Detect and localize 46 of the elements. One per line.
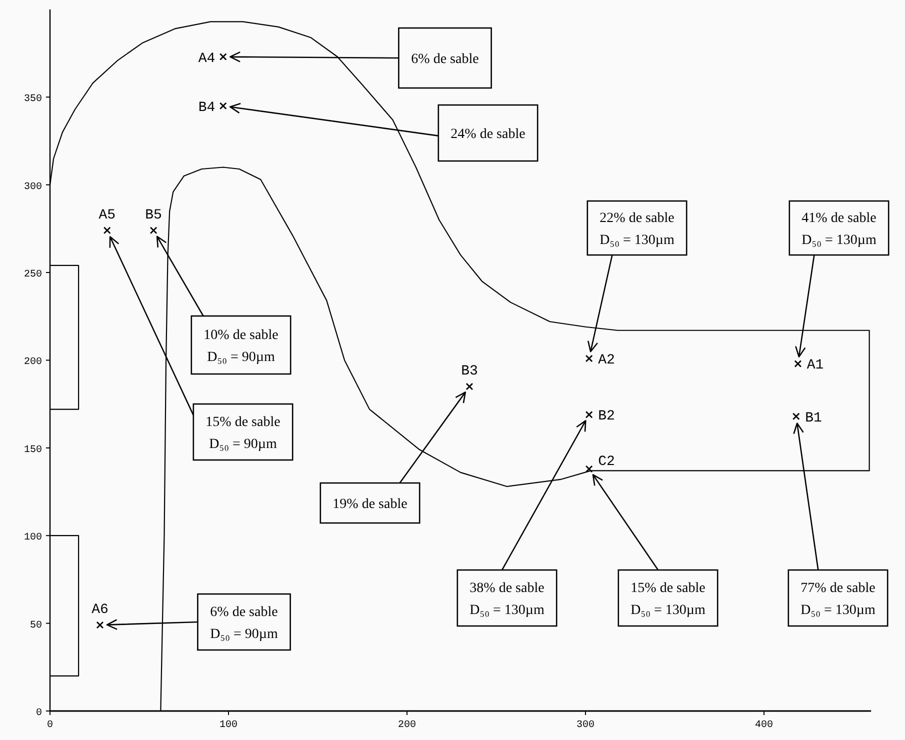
point bbox=[585, 354, 593, 362]
annotation: 19% de sable bbox=[332, 497, 408, 512]
y-tick-label: 300 bbox=[24, 182, 42, 193]
y-tick-label: 0 bbox=[36, 708, 42, 719]
x-tick-label: 0 bbox=[46, 720, 54, 731]
point bbox=[96, 621, 104, 629]
y-tick-label: 150 bbox=[24, 444, 42, 456]
x-tick-label: 300 bbox=[576, 720, 595, 731]
annotation: 24% de sable bbox=[450, 127, 526, 142]
annotation: B1 bbox=[805, 410, 822, 426]
annotation: A4 bbox=[198, 50, 216, 67]
point bbox=[150, 226, 158, 234]
point bbox=[103, 226, 111, 234]
y-tick-label: 100 bbox=[24, 532, 42, 544]
annotation: B2 bbox=[598, 408, 615, 425]
annotation: B3 bbox=[461, 364, 478, 380]
annotation: 15% de sable D₅₀ = 130µm bbox=[630, 581, 706, 618]
point bbox=[585, 410, 593, 418]
annotation: 6% de sable bbox=[411, 52, 479, 67]
point bbox=[219, 102, 227, 110]
x-tick-label: 200 bbox=[398, 720, 416, 731]
annotation: 10% de sable D₅₀ = 90µm bbox=[204, 328, 278, 365]
annotation: 6% de sable D₅₀ = 90µm bbox=[210, 605, 278, 642]
x-tick-label: 400 bbox=[754, 720, 774, 731]
annotation: B5 bbox=[145, 207, 162, 224]
y-tick-label: 250 bbox=[24, 270, 42, 280]
annotation: C2 bbox=[598, 454, 615, 470]
annotation: 41% de sable D₅₀ = 130µm bbox=[802, 211, 876, 248]
annotation: 38% de sable D₅₀ = 130µm bbox=[470, 581, 544, 618]
annotation: A5 bbox=[98, 207, 116, 224]
x-tick-label: 100 bbox=[219, 720, 238, 731]
y-tick-label: 200 bbox=[24, 357, 42, 368]
point bbox=[794, 360, 802, 368]
point bbox=[219, 53, 227, 60]
annotation: A2 bbox=[598, 352, 615, 368]
y-tick-label: 50 bbox=[30, 620, 42, 632]
point bbox=[792, 412, 800, 420]
point bbox=[466, 382, 474, 390]
annotation: 15% de sable D₅₀ = 90µm bbox=[206, 415, 280, 452]
annotation: 77% de sable D₅₀ = 130µm bbox=[800, 581, 876, 618]
annotation: B4 bbox=[198, 100, 216, 116]
annotation: A1 bbox=[806, 358, 824, 374]
annotation: A6 bbox=[92, 602, 108, 618]
y-tick-label: 350 bbox=[24, 94, 42, 106]
point bbox=[585, 465, 593, 473]
annotation: 22% de sable D₅₀ = 130µm bbox=[600, 211, 674, 248]
